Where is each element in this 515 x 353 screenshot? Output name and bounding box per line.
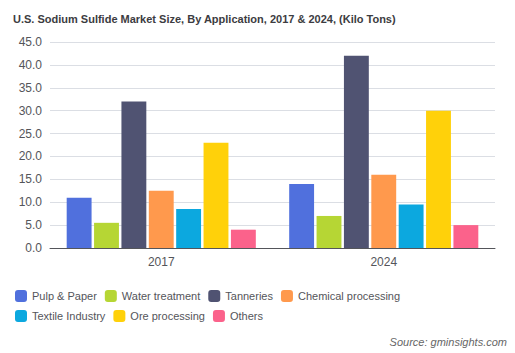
svg-text:Source: gminsights.com: Source: gminsights.com	[390, 336, 507, 348]
svg-text:15.0: 15.0	[19, 172, 43, 186]
svg-text:35.0: 35.0	[19, 81, 43, 95]
svg-text:45.0: 45.0	[19, 35, 43, 49]
svg-text:40.0: 40.0	[19, 58, 43, 72]
svg-text:30.0: 30.0	[19, 104, 43, 118]
svg-text:U.S. Sodium Sulfide Market Siz: U.S. Sodium Sulfide Market Size, By Appl…	[13, 13, 396, 25]
svg-text:20.0: 20.0	[19, 149, 43, 163]
svg-text:Water treatment: Water treatment	[122, 290, 200, 302]
svg-text:Textile Industry: Textile Industry	[32, 310, 106, 322]
svg-text:0.0: 0.0	[25, 241, 42, 255]
svg-text:2017: 2017	[148, 255, 175, 269]
svg-text:5.0: 5.0	[25, 218, 42, 232]
svg-text:Pulp & Paper: Pulp & Paper	[32, 290, 97, 302]
svg-text:Others: Others	[230, 310, 264, 322]
svg-text:Ore processing: Ore processing	[130, 310, 205, 322]
svg-text:25.0: 25.0	[19, 127, 43, 141]
svg-text:10.0: 10.0	[19, 195, 43, 209]
svg-text:Tanneries: Tanneries	[225, 290, 273, 302]
svg-text:Chemical processing: Chemical processing	[298, 290, 400, 302]
svg-text:2024: 2024	[370, 255, 397, 269]
